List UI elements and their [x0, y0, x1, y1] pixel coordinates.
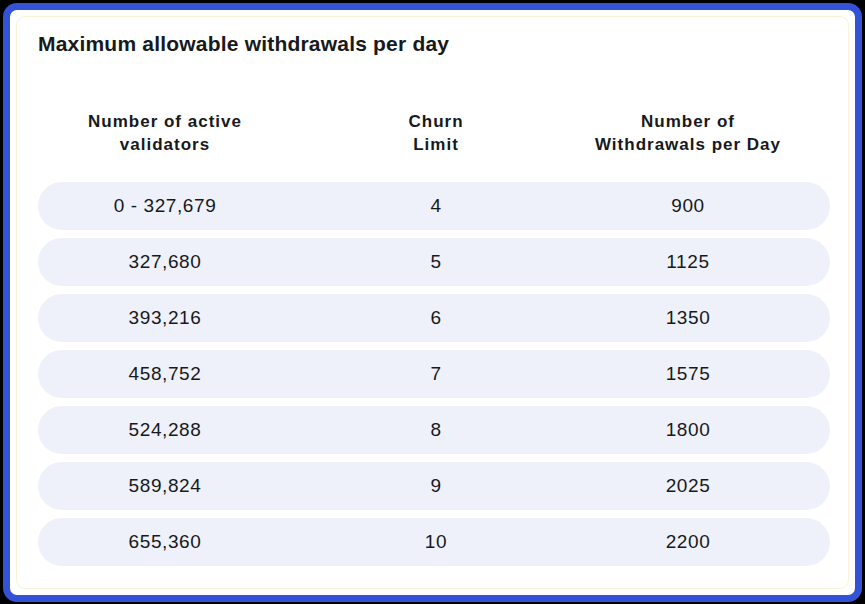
table-row: 393,216 6 1350 — [38, 294, 830, 342]
cell-churn-limit: 7 — [292, 363, 580, 385]
outer-frame: Maximum allowable withdrawals per day Nu… — [0, 0, 865, 604]
column-header-line: Limit — [292, 133, 580, 156]
table-row: 524,288 8 1800 — [38, 406, 830, 454]
cell-withdrawals: 1575 — [580, 363, 796, 385]
card-title: Maximum allowable withdrawals per day — [38, 32, 449, 56]
cell-churn-limit: 8 — [292, 419, 580, 441]
cell-withdrawals: 1800 — [580, 419, 796, 441]
column-header-line: Churn — [292, 110, 580, 133]
table-row: 0 - 327,679 4 900 — [38, 182, 830, 230]
cell-churn-limit: 6 — [292, 307, 580, 329]
table-row: 589,824 9 2025 — [38, 462, 830, 510]
column-header-withdrawals-per-day: Number of Withdrawals per Day — [580, 110, 796, 156]
column-header-active-validators: Number of active validators — [38, 110, 292, 156]
cell-validators: 524,288 — [38, 419, 292, 441]
table-header-row: Number of active validators Churn Limit … — [38, 110, 830, 156]
cell-validators: 327,680 — [38, 251, 292, 273]
withdrawals-card: Maximum allowable withdrawals per day Nu… — [3, 3, 862, 602]
column-header-line: Number of active — [38, 110, 292, 133]
cell-validators: 0 - 327,679 — [38, 195, 292, 217]
table-row: 327,680 5 1125 — [38, 238, 830, 286]
cell-validators: 655,360 — [38, 531, 292, 553]
cell-withdrawals: 1350 — [580, 307, 796, 329]
cell-withdrawals: 2025 — [580, 475, 796, 497]
column-header-line: Withdrawals per Day — [580, 133, 796, 156]
cell-validators: 393,216 — [38, 307, 292, 329]
cell-churn-limit: 5 — [292, 251, 580, 273]
cell-churn-limit: 4 — [292, 195, 580, 217]
cell-withdrawals: 2200 — [580, 531, 796, 553]
column-header-churn-limit: Churn Limit — [292, 110, 580, 156]
cell-churn-limit: 10 — [292, 531, 580, 553]
cell-withdrawals: 1125 — [580, 251, 796, 273]
table-row: 655,360 10 2200 — [38, 518, 830, 566]
cell-validators: 458,752 — [38, 363, 292, 385]
column-header-line: Number of — [580, 110, 796, 133]
column-header-line: validators — [38, 133, 292, 156]
cell-withdrawals: 900 — [580, 195, 796, 217]
cell-validators: 589,824 — [38, 475, 292, 497]
table-body: 0 - 327,679 4 900 327,680 5 1125 393,216… — [38, 182, 830, 574]
cell-churn-limit: 9 — [292, 475, 580, 497]
table-row: 458,752 7 1575 — [38, 350, 830, 398]
